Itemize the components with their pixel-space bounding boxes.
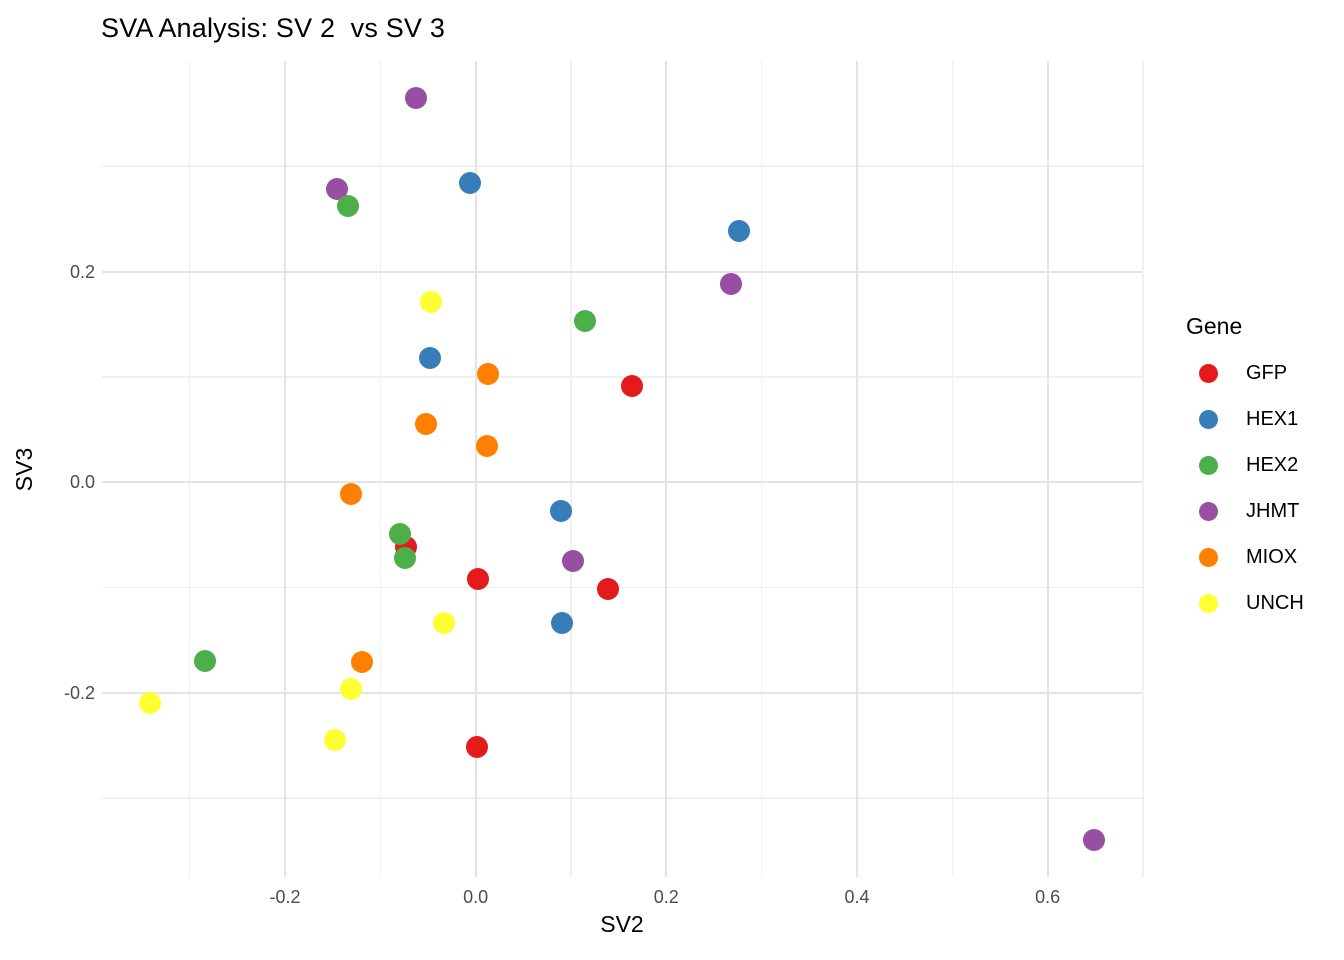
data-point-JHMT <box>326 178 349 201</box>
x-tick-label: 0.0 <box>463 887 489 907</box>
data-point-JHMT <box>404 86 427 109</box>
x-tick-label: 0.4 <box>844 887 870 907</box>
data-point-MIOX <box>351 651 374 674</box>
plot-panel <box>102 61 1144 877</box>
legend-swatch-MIOX <box>1199 547 1218 567</box>
legend-label-UNCH: UNCH <box>1246 591 1304 614</box>
gridline-x-minor <box>1142 61 1144 877</box>
gridline-x-minor <box>951 61 954 877</box>
legend-title: Gene <box>1186 313 1243 339</box>
legend-item-MIOX: MIOX <box>1186 534 1342 580</box>
x-tick-label: 0.6 <box>1035 887 1061 907</box>
data-point-UNCH <box>138 692 161 715</box>
legend-item-HEX2: HEX2 <box>1186 442 1342 488</box>
legend-label-JHMT: JHMT <box>1246 499 1300 522</box>
data-point-HEX2 <box>336 195 359 218</box>
y-tick-label: -0.2 <box>63 682 95 703</box>
legend-swatch-HEX1 <box>1199 409 1218 429</box>
y-tick-label: 0.2 <box>69 261 95 282</box>
plot-title: SVA Analysis: SV 2 vs SV 3 <box>101 13 446 43</box>
legend-label-HEX1: HEX1 <box>1246 407 1299 430</box>
x-axis-title: SV2 <box>600 911 644 937</box>
legend-label-HEX2: HEX2 <box>1246 453 1299 476</box>
gridline-y-minor <box>102 165 1142 168</box>
legend-swatch-GFP <box>1199 363 1218 383</box>
data-point-HEX1 <box>458 172 481 195</box>
gridline-x-major <box>855 61 858 877</box>
data-point-MIOX <box>415 413 438 436</box>
gridline-x-minor <box>570 61 572 877</box>
data-point-UNCH <box>339 677 362 700</box>
data-point-MIOX <box>476 435 499 458</box>
legend-swatch-HEX2 <box>1199 455 1218 475</box>
data-point-JHMT <box>720 273 743 296</box>
gridline-y-major <box>102 691 1142 694</box>
y-axis-title: SV3 <box>8 61 42 877</box>
data-point-HEX1 <box>550 499 573 522</box>
data-point-HEX1 <box>727 219 750 242</box>
x-tick-label: -0.2 <box>269 887 301 907</box>
gridline-x-major <box>665 61 668 877</box>
y-axis-title-text: SV3 <box>11 447 38 491</box>
data-point-UNCH <box>433 612 456 635</box>
gridline-x-major <box>1046 61 1049 877</box>
gridline-x-minor <box>760 61 763 877</box>
gridline-y-minor <box>102 586 1142 589</box>
legend-item-JHMT: JHMT <box>1186 488 1342 534</box>
gridline-x-minor <box>188 61 191 877</box>
gridline-y-minor <box>102 376 1142 378</box>
gridline-x-minor <box>379 61 382 877</box>
legend: Gene GFP HEX1 HEX2 JHMT MIOX UNCH <box>1186 312 1342 626</box>
legend-swatch-UNCH <box>1199 593 1218 613</box>
data-point-JHMT <box>1083 829 1106 852</box>
data-point-UNCH <box>419 291 442 314</box>
data-point-HEX2 <box>574 310 597 333</box>
data-point-GFP <box>621 375 643 398</box>
data-point-UNCH <box>323 729 346 752</box>
data-point-MIOX <box>477 362 500 385</box>
data-point-HEX1 <box>418 346 441 369</box>
data-point-GFP <box>465 736 488 759</box>
data-point-HEX2 <box>394 546 417 569</box>
data-point-JHMT <box>561 550 584 573</box>
data-point-HEX2 <box>193 650 216 673</box>
data-point-GFP <box>466 568 489 591</box>
legend-label-GFP: GFP <box>1246 361 1288 384</box>
gridline-y-major <box>102 481 1142 484</box>
legend-item-GFP: GFP <box>1186 350 1342 396</box>
legend-items: GFP HEX1 HEX2 JHMT MIOX UNCH <box>1186 350 1342 626</box>
gridline-y-major <box>102 270 1142 273</box>
data-point-HEX1 <box>551 612 574 635</box>
x-tick-label: 0.2 <box>653 887 679 907</box>
legend-item-HEX1: HEX1 <box>1186 396 1342 442</box>
data-point-GFP <box>597 577 620 600</box>
legend-item-UNCH: UNCH <box>1186 580 1342 626</box>
data-point-MIOX <box>339 482 362 505</box>
legend-label-MIOX: MIOX <box>1246 545 1298 568</box>
y-tick-label: 0.0 <box>69 472 95 493</box>
gridline-x-major <box>474 61 477 877</box>
gridline-y-minor <box>102 797 1142 799</box>
legend-swatch-JHMT <box>1199 501 1218 521</box>
data-point-HEX2 <box>389 522 412 545</box>
gridline-x-major <box>284 61 287 877</box>
